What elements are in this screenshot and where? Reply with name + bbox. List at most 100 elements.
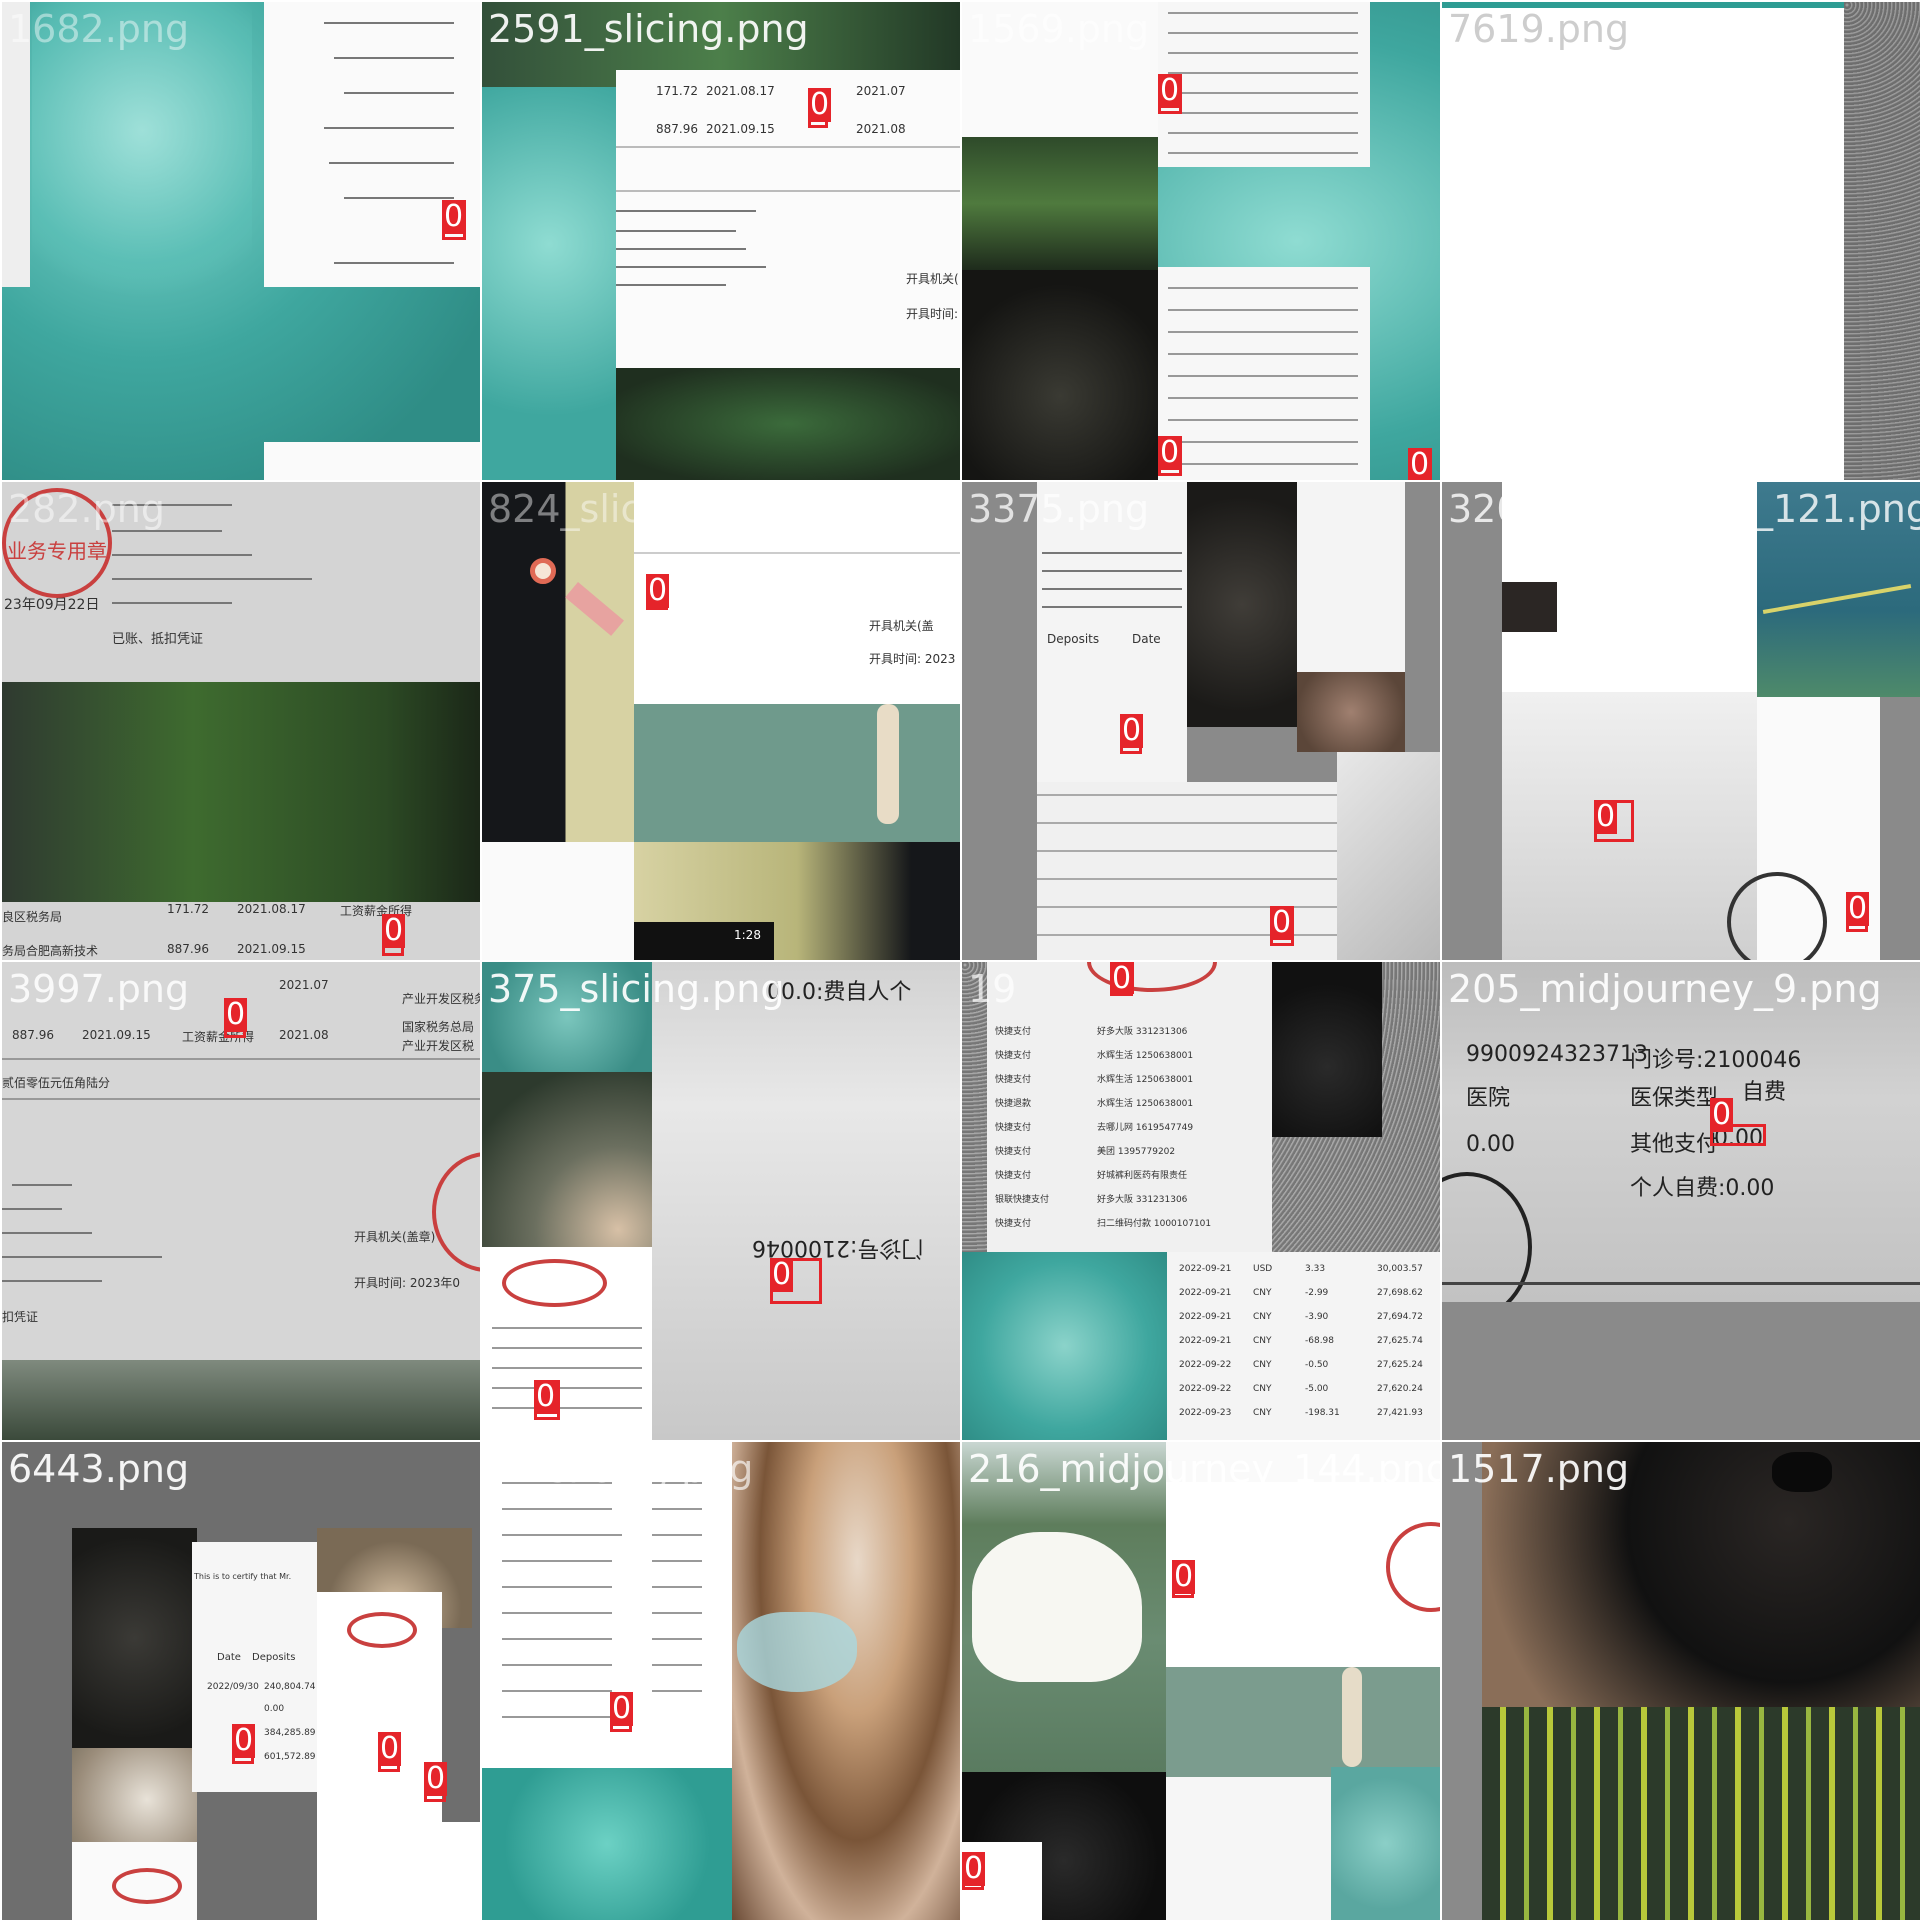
bird-eye [530, 558, 556, 584]
payment-type: 快捷支付 [995, 1075, 1032, 1085]
tile-1682: 0 1682.png [2, 2, 480, 480]
receipt-mirrored [264, 2, 480, 287]
gray-bg [1442, 1302, 1920, 1440]
detection-label: 0 [1270, 905, 1294, 940]
ledger-cell: USD [1253, 1264, 1273, 1274]
ledger-cell: 2022-09-22 [1179, 1384, 1232, 1394]
ledger-cell: CNY [1253, 1288, 1272, 1298]
water-texture [1331, 1767, 1440, 1920]
ledger-cell: 2022-09-21 [1179, 1288, 1232, 1298]
tile-title: 1569.png [968, 7, 1150, 51]
ledger-cell: 2022-09-22 [1179, 1360, 1232, 1370]
ledger-cell: CNY [1253, 1360, 1272, 1370]
tile-3997: 887.96 2021.09.15 工资薪金所得 2021.07 2021.08… [2, 962, 480, 1440]
tile-282: 23年09月22日 已账、抵扣凭证 业务专用章 良区税务局 171.72 202… [2, 482, 480, 960]
ledger-cell: 27,625.74 [1377, 1336, 1423, 1346]
tile-title: 3997.png [8, 967, 190, 1011]
detection-label: 0 [442, 199, 466, 234]
payment-vendor: 去哪儿网 1619547749 [1097, 1123, 1194, 1133]
tile-title: 205_midjourney_9.png [1448, 967, 1882, 1011]
water-texture [482, 87, 616, 480]
tile-title: 282.png [8, 487, 165, 531]
detection-label: 0 [1120, 713, 1144, 748]
detection-label: 0 [232, 1723, 256, 1758]
tile-title: 7619.png [1448, 7, 1630, 51]
ledger-cell: -198.31 [1305, 1408, 1340, 1418]
ledger-cell: 27,620.24 [1377, 1384, 1423, 1394]
tax-table: 良区税务局 171.72 2021.08.17 工资薪金所得 务局合肥高新技术 … [2, 902, 480, 960]
receipt-bottom [264, 442, 480, 480]
tile-205-midjourney-9: 9900924323713 门诊号:2100046 医院 医保类型 自费 0.0… [1442, 962, 1920, 1440]
phone-status [634, 922, 774, 960]
tile-27-slicing: 0 27 slicing.png [482, 1442, 960, 1920]
payment-type: 快捷支付 [995, 1147, 1032, 1157]
payment-vendor: 美团 1395779202 [1097, 1147, 1176, 1157]
ledger-cell: 2022-09-21 [1179, 1312, 1232, 1322]
official-stamp [502, 1259, 607, 1307]
detection-label: 0 [1158, 435, 1182, 470]
ledger-cell: -3.90 [1305, 1312, 1329, 1322]
official-stamp: 业务专用章 [2, 488, 112, 598]
ledger-cell: 2022-09-21 [1179, 1264, 1232, 1274]
foliage-texture [616, 368, 960, 480]
tax-certificate: 开具机关(盖 开具时间: 2023 [634, 482, 960, 704]
detection-label: 0 [610, 1691, 634, 1726]
tile-title: 2591_slicing.png [488, 7, 809, 51]
water-texture [482, 1768, 732, 1920]
detection-label: 0 [646, 573, 670, 608]
tile-title: 824_slicing.png [488, 487, 785, 531]
ledger-cell: -68.98 [1305, 1336, 1335, 1346]
detection-label: 0 [1710, 1097, 1734, 1132]
tax-certificate [317, 1822, 480, 1920]
payment-vendor: 好多大阪 331231306 [1097, 1027, 1188, 1037]
dark-texture [962, 270, 1158, 480]
detection-label: 0 [770, 1257, 794, 1292]
tile-1517: 1517.png [1442, 1442, 1920, 1920]
payment-type: 快捷退款 [995, 1099, 1032, 1109]
paper-texture [1337, 752, 1440, 960]
tile-2591-slicing: 171.72 2021.08.17 2021.07 887.96 2021.09… [482, 2, 960, 480]
tile-title: 1517.png [1448, 1447, 1630, 1491]
receipt-fragment [482, 842, 634, 960]
dog-paw [1272, 962, 1382, 1137]
dark-texture [72, 1528, 197, 1748]
detection-label: 0 [382, 913, 406, 948]
teal-strip [1442, 2, 1844, 8]
detection-label: 0 [224, 997, 248, 1032]
dark-texture [1187, 482, 1297, 727]
payment-type: 快捷支付 [995, 1027, 1032, 1037]
dog-leg [1342, 1667, 1362, 1767]
official-stamp [347, 1612, 417, 1648]
receipt-rule [1442, 1282, 1920, 1285]
tile-824-slicing: 开具机关(盖 开具时间: 2023 1:28 0 824_slicing.png [482, 482, 960, 960]
water-texture [482, 962, 652, 1072]
payment-vendor: 水辉生活 1250638001 [1097, 1075, 1194, 1085]
ledger-cell: CNY [1253, 1408, 1272, 1418]
ledger-mirrored [1158, 267, 1370, 480]
mushroom-image [482, 1072, 652, 1247]
bird-image [482, 482, 634, 842]
tile-title: 3375.png [968, 487, 1150, 531]
ledger-cell: CNY [1253, 1312, 1272, 1322]
detection-label: 0 [1158, 73, 1182, 108]
dark-texture [1502, 582, 1557, 632]
official-stamp [1386, 1522, 1440, 1612]
ledger-cell: 2022-09-21 [1179, 1336, 1232, 1346]
payment-vendor: 扫二维码付款 1000107101 [1097, 1219, 1212, 1229]
ledger-cell: 27,694.72 [1377, 1312, 1423, 1322]
tile-1569: 0 0 0 1569.png [962, 2, 1440, 480]
ledger-cell: CNY [1253, 1384, 1272, 1394]
payment-type: 快捷支付 [995, 1171, 1032, 1181]
ledger-cell: 3.33 [1305, 1264, 1326, 1274]
detection-label: 0 [1846, 891, 1870, 926]
payment-type: 银联快捷支付 [995, 1195, 1050, 1205]
detection-label: 0 [378, 1731, 402, 1766]
payment-vendor: 水辉生活 1250638001 [1097, 1099, 1194, 1109]
gray-bg [1442, 1442, 1482, 1920]
tile-6443: This is to certify that Mr. Date Deposit… [2, 1442, 480, 1920]
payment-vendor: 水辉生活 1250638001 [1097, 1051, 1194, 1061]
reeds-image [1482, 1707, 1920, 1920]
sports-field [634, 704, 960, 842]
payment-type: 快捷支付 [995, 1051, 1032, 1061]
official-stamp [1727, 872, 1827, 960]
